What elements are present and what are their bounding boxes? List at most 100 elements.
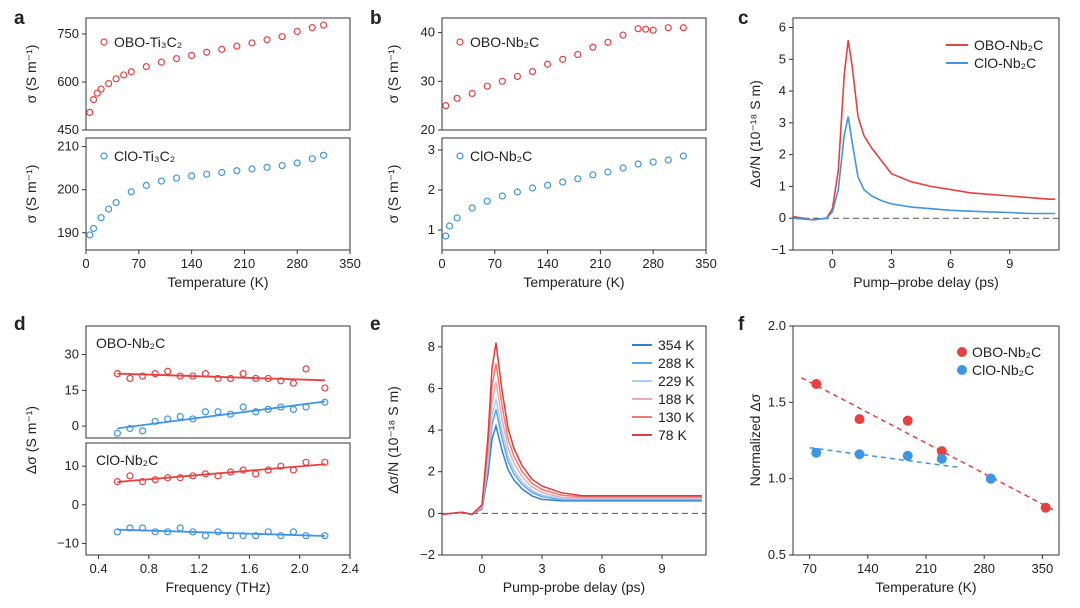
panel-f-xtick-label: 70 xyxy=(802,561,816,576)
panel-a-clo-point xyxy=(278,161,286,170)
panel-f-legend-marker-obo xyxy=(957,347,967,357)
panel-a-obo-point xyxy=(127,68,135,76)
panel-c-xtick-label: 6 xyxy=(947,256,954,271)
panel-d-xtick-label: 2.0 xyxy=(291,561,309,576)
panel-e: −2 0 2 4 6 8 0 3 6 9 354 K 288 K 229 K 188 K 130 K 78 … xyxy=(385,325,707,595)
panel-b-obo-point xyxy=(483,82,491,90)
panel-b-top-frame xyxy=(441,17,707,131)
panel-a-top-ytick-label: 600 xyxy=(57,74,79,89)
panel-a-xtick-label: 210 xyxy=(234,256,256,271)
panel-b-obo-point xyxy=(543,60,552,68)
panel-c-ytick-label: 0 xyxy=(779,210,786,225)
panel-b-xtick-label: 0 xyxy=(438,256,445,271)
panel-b-clo-point xyxy=(589,171,597,179)
panel-a-top-ytick-label: 750 xyxy=(57,26,79,41)
panel-a-clo-point xyxy=(233,167,241,175)
panel-d-top-inset-label: OBO-Nb₂C xyxy=(96,335,165,351)
panel-a-bottom-legend-marker xyxy=(100,152,108,160)
panel-b-obo-point xyxy=(649,26,657,34)
panel-c: −1 0 1 2 3 4 5 6 0 3 6 9 OBO-Nb₂C ClO-Nb₂C Pump–pro… xyxy=(747,17,1060,290)
panel-b-clo-point xyxy=(483,197,491,205)
panel-a-clo-point xyxy=(248,165,256,173)
panel-d-bottom-point-obo xyxy=(321,458,329,466)
panel-b-xtick-label: 350 xyxy=(695,256,717,271)
panel-b-xtick-label: 70 xyxy=(488,256,502,271)
panel-c-ytick-label: 4 xyxy=(779,83,786,98)
panel-a-obo-point xyxy=(93,89,101,97)
panel-a-clo-point xyxy=(97,214,105,222)
panel-a-clo-point xyxy=(320,151,328,159)
panel-b-clo-point xyxy=(574,175,582,183)
panel-d-bottom-point-clo xyxy=(277,532,285,540)
panel-b-obo-point xyxy=(513,72,522,81)
panel-b-bottom-ytick-label: 3 xyxy=(428,142,435,157)
panel-d-bottom-point-obo xyxy=(239,466,247,474)
panel-a-xtick-label: 70 xyxy=(132,256,146,271)
panel-d-top-frame xyxy=(85,325,351,439)
panel-a-top-ylabel: σ (S m⁻¹) xyxy=(23,45,39,104)
panel-a-obo-point xyxy=(188,51,196,60)
panel-a-obo-point xyxy=(263,36,271,44)
panel-f-point-clo xyxy=(936,453,947,464)
panel-d-top-point-clo xyxy=(239,403,247,411)
panel-d-xtick-label: 2.4 xyxy=(341,561,359,576)
panel-e-legend-label: 188 K xyxy=(658,391,695,407)
panel-a-obo-point xyxy=(120,71,128,79)
panel-d-top-point-clo xyxy=(201,408,210,416)
panel-a-clo-point xyxy=(203,170,211,178)
panel-d-bottom-point-obo xyxy=(138,478,147,486)
panel-a-xlabel: Temperature (K) xyxy=(167,274,268,290)
panel-f-xtick-label: 350 xyxy=(1032,561,1054,576)
panel-d-bottom-fit-clo xyxy=(117,528,325,537)
panel-a-obo-point xyxy=(320,21,328,29)
panel-f-xtick-label: 140 xyxy=(857,561,879,576)
panel-b-top-ytick-label: 20 xyxy=(421,122,435,137)
panel-f-ytick-label: 1.5 xyxy=(768,394,786,409)
panel-b-obo-point xyxy=(574,50,582,59)
panel-b-clo-point xyxy=(498,192,506,200)
panel-f-ytick-label: 1.0 xyxy=(768,471,786,486)
panel-a-obo-point xyxy=(97,85,105,93)
panel-d-top-point-clo xyxy=(252,408,260,416)
panel-a-bottom-ytick-label: 200 xyxy=(57,182,79,197)
panel-c-ytick-label: 5 xyxy=(779,51,786,66)
panel-c-legend-obo: OBO-Nb₂C xyxy=(974,37,1043,53)
panel-b-obo-point xyxy=(589,43,597,51)
panel-d: 0 15 30 −10 0 10 0.4 0.8 1.2 1.6 2.0 2.4 OBO-Nb₂C C… xyxy=(23,325,359,595)
panel-f-point-clo xyxy=(985,473,996,484)
panel-d-top-point-clo xyxy=(289,405,298,414)
panel-a-xtick-label: 280 xyxy=(286,256,308,271)
panel-b-obo-point xyxy=(559,55,567,63)
panel-b-bottom-legend-marker xyxy=(456,152,464,160)
panel-d-bottom-point-obo xyxy=(302,458,310,466)
panel-b-bottom-ytick-label: 1 xyxy=(428,222,435,237)
panel-e-xlabel: Pump-probe delay (ps) xyxy=(503,579,645,595)
panel-c-series-clo xyxy=(792,116,1056,221)
panel-d-bottom-point-obo xyxy=(126,472,134,480)
panel-b-bottom-ytick-label: 2 xyxy=(428,182,435,197)
panel-e-series-78-K xyxy=(441,342,702,516)
panel-c-legend-clo: ClO-Nb₂C xyxy=(974,55,1036,71)
panel-b-clo-point xyxy=(649,158,657,166)
panel-e-xtick-label: 0 xyxy=(478,561,485,576)
panel-d-bottom-point-clo xyxy=(113,528,122,536)
panel-d-top-point-obo xyxy=(214,374,222,383)
panel-d-top-fit-obo xyxy=(117,372,325,382)
panel-c-series-obo xyxy=(792,40,1056,221)
panel-d-top-point-clo xyxy=(113,429,122,437)
panel-a-bottom-ytick-label: 190 xyxy=(57,225,79,240)
panel-d-top-ytick-label: 30 xyxy=(65,347,79,362)
panel-f-xtick-label: 210 xyxy=(915,561,937,576)
panel-e-legend-label: 288 K xyxy=(658,355,695,371)
panel-a-bottom-ytick-label: 210 xyxy=(57,139,79,154)
panel-c-xtick-label: 0 xyxy=(829,256,836,271)
panel-b-clo-point xyxy=(468,204,476,212)
panel-d-top-point-obo xyxy=(151,370,159,378)
panel-b-xlabel: Temperature (K) xyxy=(523,274,624,290)
panel-b-clo-point xyxy=(664,156,672,164)
panel-f-point-clo xyxy=(854,449,865,460)
panel-d-top-point-obo xyxy=(321,384,329,392)
panel-a-obo-point xyxy=(157,58,166,66)
panel-letter-f: f xyxy=(738,314,745,335)
panel-c-xtick-label: 9 xyxy=(1006,256,1013,271)
